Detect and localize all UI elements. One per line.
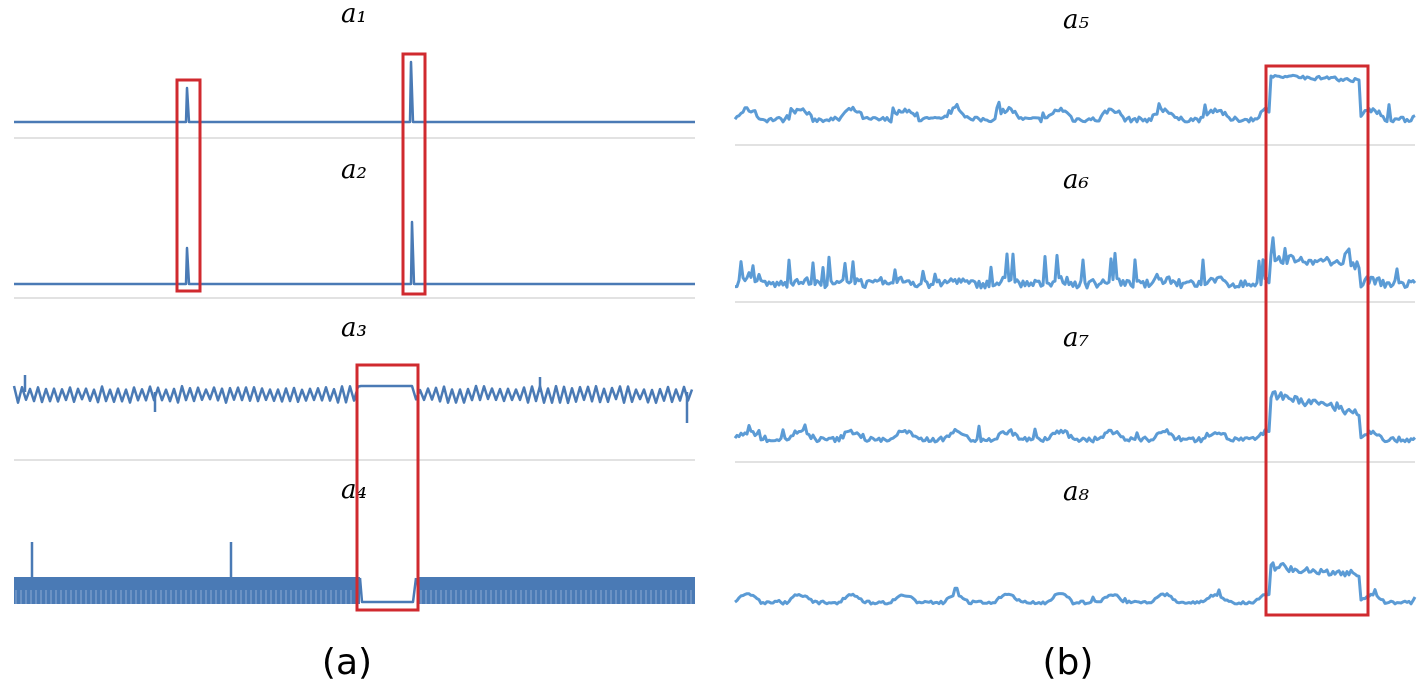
caption: (b): [1043, 642, 1094, 683]
waveform: [734, 561, 1417, 606]
caption: (a): [322, 642, 372, 683]
highlight-box: [355, 363, 420, 612]
waveform: [733, 73, 1416, 124]
series-label: a₁: [341, 0, 367, 29]
waveform: [12, 384, 694, 405]
waveform: [735, 236, 1417, 290]
highlight-box: [1264, 64, 1370, 617]
series-label: a₃: [341, 313, 367, 343]
waveform: [14, 577, 360, 604]
highlight-box: [175, 78, 202, 293]
waveform: [733, 390, 1417, 444]
waveform: [14, 60, 695, 124]
waveforms: [12, 60, 1417, 606]
waveform: [418, 577, 695, 604]
series-label: a₂: [341, 155, 367, 185]
series-label: a₄: [341, 475, 367, 505]
series-label: a₆: [1063, 165, 1089, 195]
waveform: [358, 577, 418, 604]
series-label: a₇: [1063, 323, 1090, 353]
series-label: a₅: [1063, 5, 1090, 35]
waveform: [14, 220, 695, 286]
highlight-box: [401, 52, 427, 296]
series-label: a₈: [1063, 477, 1090, 507]
